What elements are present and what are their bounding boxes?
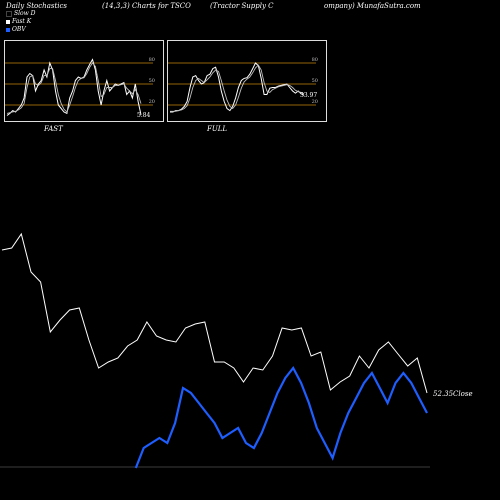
legend-item-obv: OBV [6,26,36,34]
legend-item-slow-d: Slow D [6,10,36,18]
fast-tick-label-20: 20 [149,99,155,105]
legend-label-obv: OBV [12,26,26,33]
legend: Slow D Fast K OBV [6,10,36,34]
fast-series-slow-d [6,62,142,114]
full-tick-label-20: 20 [312,99,318,105]
fast-value-label: 5.84 [137,112,151,119]
chart-title-right-1: (Tractor Supply C [210,2,274,10]
fast-panel-label: FAST [44,125,63,133]
legend-label-fast-k: Fast K [12,18,32,25]
full-panel-label: FULL [207,125,228,133]
fast-tick-label-80: 80 [149,57,155,63]
legend-item-fast-k: Fast K [6,18,36,26]
fast-tick-label-50: 50 [149,78,155,84]
chart-title-right-2: ompany) MunafaSutra.com [324,2,421,10]
chart-title-mid: (14,3,3) Charts for TSCO [102,2,191,10]
legend-label-slow-d: Slow D [14,10,36,17]
full-series-full-d [170,64,305,112]
fast-panel: 80 50 20 5.84 [4,40,164,122]
price-close-line [1,232,428,394]
legend-swatch-fast-k [6,20,10,24]
price-value-label: 52.35Close [433,390,473,398]
chart-title-left: Daily Stochastics [6,2,68,10]
legend-swatch-slow-d [6,11,12,17]
full-series-full-k [170,62,305,113]
full-tick-label-50: 50 [312,78,318,84]
obv-line [134,365,428,469]
full-tick-label-80: 80 [312,57,318,63]
fast-stochastic-chart: 80 50 20 5.84 [5,57,155,119]
legend-swatch-obv [6,28,10,32]
full-panel: 80 50 20 33.97 [167,40,327,122]
full-value-label: 33.97 [300,92,317,99]
